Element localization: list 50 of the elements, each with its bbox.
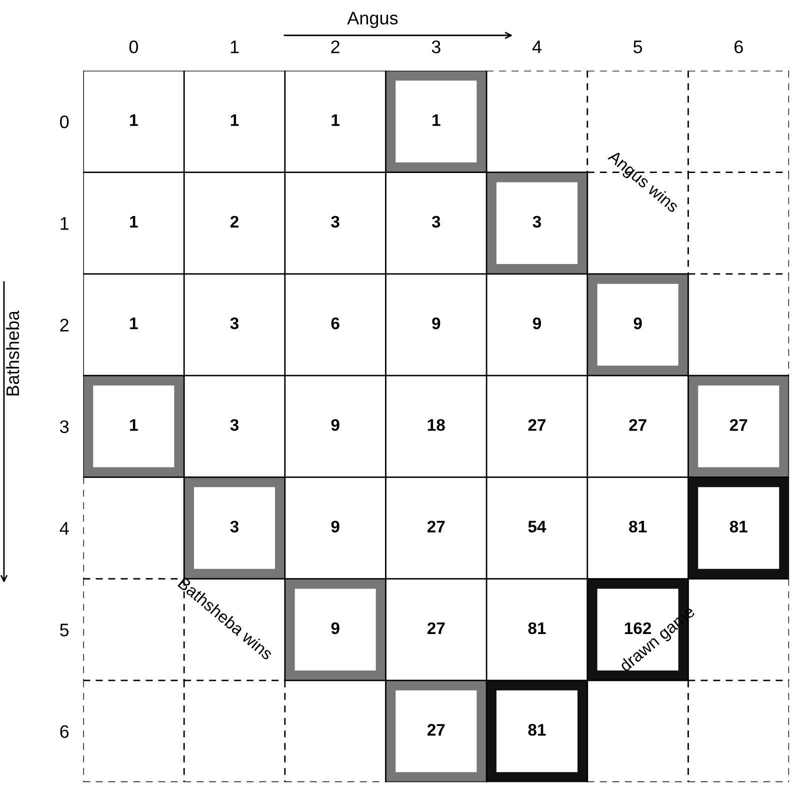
data-label: 3: [230, 317, 239, 330]
data-label: 9: [634, 317, 642, 330]
data-label: 162: [624, 622, 652, 634]
data-label: 3: [331, 216, 340, 228]
data-label: 9: [432, 317, 440, 330]
data-label: 1: [130, 216, 138, 228]
x-tick-label: 3: [432, 40, 440, 54]
data-label: 1: [130, 318, 138, 330]
data-label: 3: [230, 520, 239, 533]
x-tick-label: 5: [634, 40, 642, 54]
data-label: 1: [230, 114, 239, 126]
data-label: 9: [331, 419, 340, 431]
data-label: 9: [331, 520, 340, 532]
x-tick-label: 1: [230, 40, 239, 54]
data-label: 9: [532, 317, 541, 330]
y-tick-label: 6: [60, 725, 69, 738]
data-label: 27: [427, 520, 445, 532]
data-label: 81: [629, 520, 647, 532]
data-label: 6: [331, 317, 340, 330]
data-label: 27: [427, 622, 445, 634]
data-label: 18: [428, 419, 445, 431]
data-label: 27: [730, 419, 748, 431]
data-label: 1: [130, 114, 138, 126]
data-label: 81: [528, 724, 546, 736]
y-tick-label: 1: [60, 217, 68, 230]
data-label: 54: [528, 520, 546, 532]
data-label: 1: [130, 419, 138, 431]
data-label: 27: [427, 724, 445, 736]
data-label: 27: [528, 419, 546, 431]
y-axis-title: Bathsheba: [6, 310, 20, 396]
x-axis-title: Angus: [347, 12, 398, 28]
data-label: 1: [432, 114, 440, 126]
x-tick-label: 6: [734, 40, 743, 54]
data-label: 3: [230, 419, 239, 431]
y-tick-label: 2: [60, 318, 68, 332]
data-label: 3: [432, 216, 440, 228]
y-tick-label: 4: [60, 522, 69, 535]
data-label: 27: [629, 419, 646, 431]
x-tick-label: 4: [532, 40, 542, 54]
data-label: 81: [528, 622, 546, 634]
data-label: 1: [332, 114, 340, 126]
x-tick-label: 2: [331, 40, 340, 54]
data-label: 3: [532, 216, 542, 228]
y-tick-label: 5: [60, 624, 69, 636]
data-label: 81: [730, 520, 748, 532]
x-tick-label: 0: [129, 40, 138, 54]
data-label: 9: [331, 622, 340, 634]
y-tick-label: 3: [60, 420, 69, 434]
y-tick-label: 0: [60, 115, 69, 128]
data-label: 2: [230, 216, 238, 228]
